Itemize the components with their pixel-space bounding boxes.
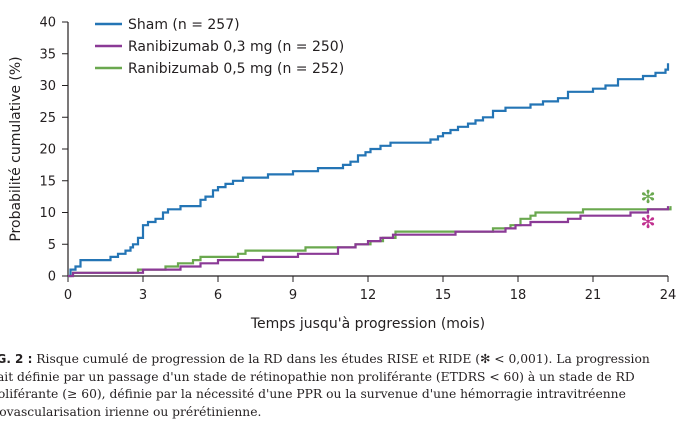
x-tick-label: 6 xyxy=(214,288,222,303)
x-tick-label: 0 xyxy=(64,288,72,303)
y-tick-label: 35 xyxy=(39,47,56,62)
y-tick-label: 25 xyxy=(39,111,56,126)
y-tick-label: 20 xyxy=(39,143,56,158)
significance-marker-1: ✻ xyxy=(640,212,655,233)
caption-line-1: IG. 2 : Risque cumulé de progression de … xyxy=(0,351,686,369)
y-tick-label: 15 xyxy=(39,174,56,189)
x-tick-label: 21 xyxy=(585,288,602,303)
series-line-0 xyxy=(68,63,670,278)
y-tick-label: 5 xyxy=(48,238,56,253)
x-axis-title: Temps jusqu'à progression (mois) xyxy=(250,316,485,332)
x-tick-label: 24 xyxy=(660,288,677,303)
legend-label-0: Sham (n = 257) xyxy=(128,17,240,33)
y-tick-label: 10 xyxy=(39,206,56,221)
series-line-1 xyxy=(68,206,670,278)
figure-caption: IG. 2 : Risque cumulé de progression de … xyxy=(0,351,686,421)
caption-label: IG. 2 : xyxy=(0,352,33,366)
legend-label-1: Ranibizumab 0,3 mg (n = 250) xyxy=(128,39,344,55)
legend-label-2: Ranibizumab 0,5 mg (n = 252) xyxy=(128,61,344,77)
caption-line-4: éovascularisation irienne ou prérétinien… xyxy=(0,404,262,419)
y-tick-label: 40 xyxy=(39,16,56,31)
y-tick-label: 0 xyxy=(48,270,56,285)
x-tick-label: 15 xyxy=(435,288,452,303)
axes: 0 5 10 15 20 25 30 35 40 0 3 6 9 12 15 18 21 24 xyxy=(39,16,676,304)
x-tick-label: 3 xyxy=(139,288,147,303)
x-tick-label: 12 xyxy=(360,288,377,303)
caption-line-2: tait définie par un passage d'un stade d… xyxy=(0,369,635,384)
y-axis-title: Probabilité cumulative (%) xyxy=(8,56,24,241)
legend: Sham (n = 257) Ranibizumab 0,3 mg (n = 25… xyxy=(95,17,344,77)
caption-text-1: Risque cumulé de progression de la RD da… xyxy=(32,352,650,366)
caption-line-3: roliférante (≥ 60), définie par la néces… xyxy=(0,387,626,401)
x-tick-label: 9 xyxy=(289,288,297,303)
y-tick-label: 30 xyxy=(39,79,56,94)
series-layer: ✻✻ xyxy=(68,63,672,278)
x-tick-label: 18 xyxy=(510,288,527,303)
significance-marker-2: ✻ xyxy=(640,187,655,208)
